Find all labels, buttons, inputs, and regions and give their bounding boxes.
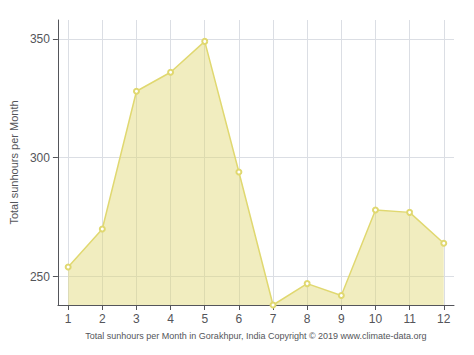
svg-text:5: 5 [201, 312, 208, 326]
svg-text:3: 3 [133, 312, 140, 326]
svg-text:1: 1 [65, 312, 72, 326]
svg-text:4: 4 [167, 312, 174, 326]
svg-text:350: 350 [30, 32, 50, 46]
svg-text:10: 10 [369, 312, 383, 326]
svg-text:12: 12 [437, 312, 451, 326]
svg-text:300: 300 [30, 151, 50, 165]
svg-text:11: 11 [403, 312, 416, 326]
svg-text:6: 6 [236, 312, 243, 326]
svg-text:9: 9 [338, 312, 345, 326]
svg-text:Total sunhours per Month: Total sunhours per Month [8, 100, 20, 224]
svg-text:8: 8 [304, 312, 311, 326]
svg-text:7: 7 [270, 312, 277, 326]
svg-text:Total sunhours per Month in Go: Total sunhours per Month in Gorakhpur, I… [85, 331, 426, 341]
svg-text:2: 2 [99, 312, 106, 326]
svg-text:250: 250 [30, 270, 50, 284]
